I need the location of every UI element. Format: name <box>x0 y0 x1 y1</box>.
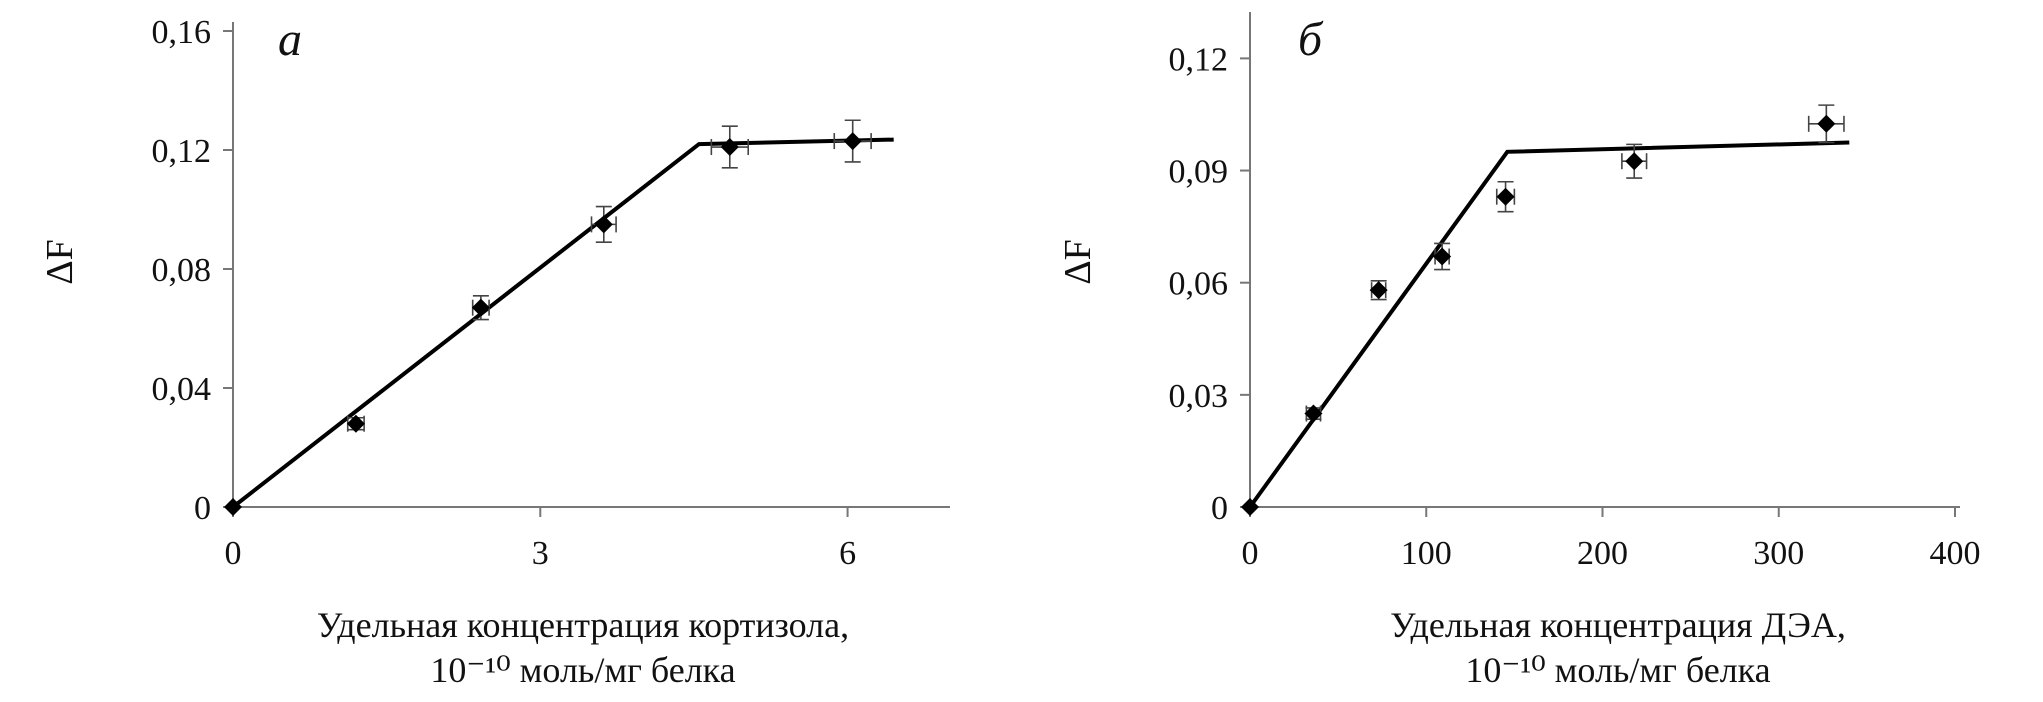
diamond-marker <box>1433 247 1452 266</box>
x-tick-label: 200 <box>1577 535 1628 572</box>
panel-a-ylabel: ΔF <box>39 239 81 285</box>
data-point <box>1621 143 1648 179</box>
panel-a-chart: а ΔF 0 0,04 0,08 0,12 0,16 0 3 6 Удельная конц… <box>39 13 950 690</box>
panel-a-x-ticks: 0 3 6 <box>225 507 856 572</box>
panel-b-xlabel-line2: 10⁻¹⁰ моль/мг белка <box>1465 650 1770 690</box>
data-point <box>1304 404 1323 423</box>
diamond-marker <box>1625 152 1644 171</box>
data-point <box>1433 242 1452 271</box>
panel-b-chart: б ΔF 0 0,03 0,06 0,09 0,12 0 100 200 300 400 Уде… <box>1057 12 1981 690</box>
x-tick-label: 0 <box>1242 535 1259 572</box>
diamond-marker <box>1496 187 1515 206</box>
panel-a-fit-line <box>231 137 894 509</box>
y-tick-label: 0,16 <box>152 14 212 51</box>
data-point <box>590 205 617 244</box>
panel-b-x-ticks: 0 100 200 300 400 <box>1242 507 1981 572</box>
y-tick-label: 0 <box>1211 490 1228 527</box>
x-tick-label: 0 <box>225 535 242 572</box>
diamond-marker <box>1304 404 1323 423</box>
y-tick-label: 0,09 <box>1169 154 1229 191</box>
diamond-marker <box>720 138 739 157</box>
y-tick-label: 0 <box>194 490 211 527</box>
panel-a-y-ticks: 0 0,04 0,08 0,12 0,16 <box>152 14 233 527</box>
panel-b-fit-line <box>1248 140 1850 509</box>
y-tick-label: 0,03 <box>1169 378 1229 415</box>
x-tick-label: 400 <box>1930 535 1981 572</box>
x-tick-label: 6 <box>839 535 856 572</box>
panel-b-y-ticks: 0 0,03 0,06 0,09 0,12 <box>1169 41 1250 527</box>
diamond-marker <box>594 215 613 234</box>
diamond-marker <box>1369 281 1388 300</box>
panel-b-ylabel-group: ΔF <box>1057 239 1099 285</box>
panel-a-label: а <box>278 13 302 66</box>
y-tick-label: 0,06 <box>1169 266 1229 303</box>
diamond-marker <box>471 298 490 317</box>
panel-a-ylabel-group: ΔF <box>39 239 81 285</box>
y-tick-label: 0,04 <box>152 371 212 408</box>
panel-b-ylabel: ΔF <box>1057 239 1099 285</box>
data-point <box>346 414 365 433</box>
data-point <box>1369 280 1388 301</box>
panel-a-xlabel-line2: 10⁻¹⁰ моль/мг белка <box>430 650 735 690</box>
data-point <box>1807 104 1845 144</box>
data-point <box>224 498 242 516</box>
data-point <box>1495 180 1516 213</box>
y-tick-label: 0,12 <box>1169 41 1229 78</box>
diamond-marker <box>843 132 862 151</box>
panel-b-xlabel-line1: Удельная концентрация ДЭА, <box>1390 605 1846 645</box>
diamond-marker <box>346 414 365 433</box>
panel-a-data-points <box>224 119 872 516</box>
panel-a-xlabel-line1: Удельная концентрация кортизола, <box>317 605 849 645</box>
data-point <box>833 119 872 163</box>
diamond-marker <box>224 498 242 516</box>
data-point <box>710 125 750 169</box>
x-tick-label: 300 <box>1753 535 1804 572</box>
y-tick-label: 0,08 <box>152 252 212 289</box>
panel-b-label: б <box>1298 13 1324 66</box>
x-tick-label: 100 <box>1401 535 1452 572</box>
y-tick-label: 0,12 <box>152 133 212 170</box>
data-point <box>1241 498 1259 516</box>
panel-b-data-points <box>1241 104 1845 516</box>
diamond-marker <box>1817 114 1836 133</box>
x-tick-label: 3 <box>532 535 549 572</box>
diamond-marker <box>1241 498 1259 516</box>
data-point <box>471 294 490 321</box>
